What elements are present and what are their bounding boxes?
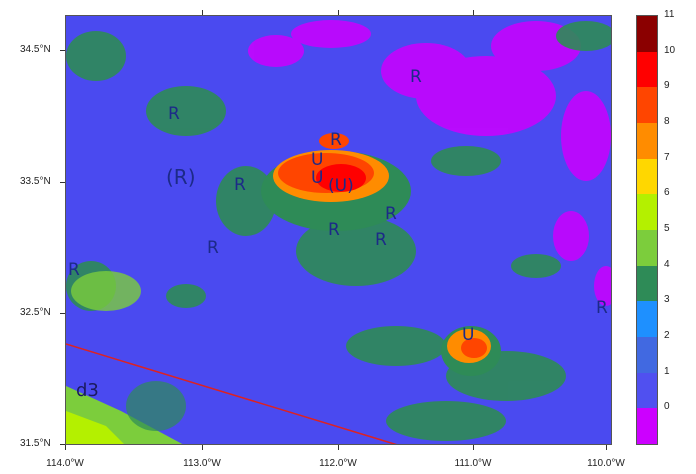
colorbar-swatch [637, 337, 657, 373]
colorbar-label: 11 [664, 9, 675, 20]
rural-marker: R [375, 230, 387, 250]
lat-tick [60, 313, 65, 314]
colorbar-label: 4 [664, 258, 670, 270]
rural-marker: R [234, 175, 246, 195]
lon-tick [202, 10, 203, 15]
colorbar-label: 1 [664, 365, 670, 377]
domain-label-d3: d3 [76, 380, 99, 401]
urban-marker: U [311, 168, 324, 188]
rural-marker: R [330, 130, 342, 150]
colorbar-swatch [637, 372, 657, 409]
lat-tick [60, 50, 65, 51]
lat-label: 31.5°N [20, 438, 51, 449]
desert-regions [248, 20, 611, 306]
lon-label: 110.0°W [587, 458, 625, 469]
lat-label: 34.5°N [20, 44, 51, 55]
lon-label: 113.0°W [183, 458, 221, 469]
lon-label: 112.0°W [319, 458, 357, 469]
lon-label: 111.0°W [454, 458, 492, 469]
lat-tick [60, 182, 65, 183]
rural-marker: R [68, 260, 80, 280]
urban-marker: U [462, 325, 475, 345]
lon-label: 114.0°W [46, 458, 84, 469]
colorbar-label: 8 [664, 116, 670, 127]
urban-marker: (U) [328, 176, 354, 196]
colorbar-swatch [637, 265, 657, 302]
colorbar-swatch [637, 87, 657, 123]
rural-marker: R [596, 298, 608, 318]
shrub-regions [66, 271, 186, 444]
rural-marker: R [385, 204, 397, 224]
domain-boundary-line [66, 343, 398, 444]
colorbar-swatch [637, 301, 657, 337]
vegetation-regions [66, 21, 611, 441]
colorbar-swatch [637, 51, 657, 88]
lon-tick [606, 445, 607, 450]
lon-tick [338, 10, 339, 15]
lon-tick [65, 445, 66, 450]
colorbar-label: 2 [664, 330, 670, 341]
lon-tick [473, 445, 474, 450]
urban-marker: U [311, 150, 324, 170]
rural-marker: R [328, 220, 340, 240]
urban-phoenix [261, 133, 411, 231]
colorbar-label: 0 [664, 401, 670, 413]
rural-marker: R [168, 104, 180, 124]
colorbar-swatch [637, 158, 657, 195]
colorbar-label: 6 [664, 187, 670, 199]
rural-marker: (R) [166, 165, 196, 189]
map-plot-area [65, 15, 612, 445]
lon-tick [473, 10, 474, 15]
colorbar-label: 5 [664, 223, 670, 234]
colorbar-label: 9 [664, 80, 670, 92]
urban-tucson [441, 326, 501, 376]
rural-marker: R [410, 67, 422, 87]
colorbar-label: 3 [664, 294, 670, 306]
colorbar-swatch [637, 408, 657, 444]
land-use-map [66, 16, 611, 444]
colorbar-label: 10 [664, 44, 676, 56]
lat-label: 33.5°N [20, 176, 51, 187]
lat-tick [60, 444, 65, 445]
colorbar-swatch [637, 194, 657, 230]
colorbar-swatch [637, 16, 657, 52]
colorbar-swatch [637, 230, 657, 266]
rural-marker: R [207, 238, 219, 258]
colorbar-legend [636, 15, 658, 445]
lon-tick [338, 445, 339, 450]
colorbar-swatch [637, 123, 657, 159]
lat-label: 32.5°N [20, 307, 51, 318]
lon-tick [202, 445, 203, 450]
colorbar-label: 7 [664, 151, 670, 163]
